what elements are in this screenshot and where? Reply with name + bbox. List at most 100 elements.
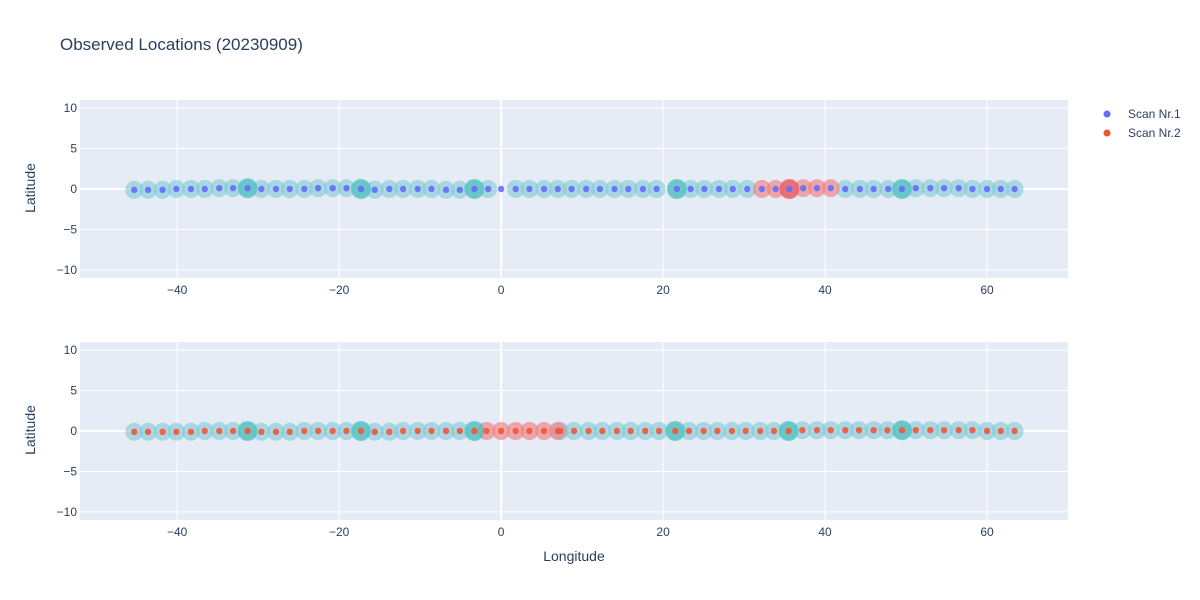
data-point[interactable]	[497, 427, 505, 435]
data-point[interactable]	[229, 427, 237, 435]
data-point[interactable]	[744, 185, 751, 193]
data-point[interactable]	[272, 428, 280, 436]
data-point[interactable]	[842, 426, 849, 434]
data-point[interactable]	[484, 185, 492, 193]
data-point[interactable]	[442, 186, 450, 194]
data-point[interactable]	[855, 426, 863, 434]
data-point[interactable]	[997, 427, 1004, 435]
data-point[interactable]	[329, 184, 336, 192]
data-point[interactable]	[715, 185, 723, 193]
data-point[interactable]	[414, 427, 421, 435]
data-point[interactable]	[173, 185, 180, 193]
data-point[interactable]	[570, 427, 578, 435]
data-point[interactable]	[870, 185, 877, 193]
data-point[interactable]	[582, 185, 590, 193]
data-point[interactable]	[940, 426, 948, 434]
data-point[interactable]	[399, 427, 407, 435]
data-point[interactable]	[329, 427, 336, 435]
data-point[interactable]	[471, 427, 478, 435]
data-point[interactable]	[799, 426, 806, 434]
data-point[interactable]	[685, 427, 693, 435]
data-point[interactable]	[301, 185, 308, 193]
data-point[interactable]	[187, 185, 195, 193]
data-point[interactable]	[611, 185, 618, 193]
data-point[interactable]	[314, 427, 322, 435]
data-point[interactable]	[301, 427, 308, 435]
data-point[interactable]	[244, 184, 251, 192]
data-point[interactable]	[813, 184, 821, 192]
data-point[interactable]	[471, 185, 478, 193]
data-point[interactable]	[442, 427, 450, 435]
data-point[interactable]	[701, 185, 708, 193]
data-point[interactable]	[742, 427, 749, 435]
data-point[interactable]	[613, 427, 621, 435]
data-point[interactable]	[714, 427, 721, 435]
data-point[interactable]	[969, 185, 976, 193]
data-point[interactable]	[672, 427, 679, 435]
data-point[interactable]	[244, 427, 251, 435]
data-point[interactable]	[144, 428, 152, 436]
data-point[interactable]	[884, 426, 891, 434]
data-point[interactable]	[898, 426, 906, 434]
data-point[interactable]	[131, 186, 138, 194]
data-point[interactable]	[687, 185, 694, 193]
data-point[interactable]	[625, 185, 632, 193]
data-point[interactable]	[1011, 185, 1018, 193]
data-point[interactable]	[728, 427, 736, 435]
data-point[interactable]	[568, 185, 575, 193]
data-point[interactable]	[216, 184, 223, 192]
data-point[interactable]	[655, 427, 663, 435]
data-point[interactable]	[286, 428, 293, 436]
data-point[interactable]	[159, 186, 166, 194]
data-point[interactable]	[371, 186, 378, 194]
data-point[interactable]	[497, 185, 505, 193]
data-point[interactable]	[870, 426, 877, 434]
data-point[interactable]	[673, 185, 681, 193]
data-point[interactable]	[983, 427, 991, 435]
data-point[interactable]	[955, 184, 962, 192]
data-point[interactable]	[131, 428, 138, 436]
data-point[interactable]	[201, 185, 208, 193]
data-point[interactable]	[955, 426, 962, 434]
data-point[interactable]	[940, 184, 948, 192]
data-point[interactable]	[758, 185, 766, 193]
data-point[interactable]	[144, 186, 152, 194]
data-point[interactable]	[827, 184, 834, 192]
data-point[interactable]	[201, 427, 208, 435]
legend-item-scan1[interactable]: Scan Nr.1	[1103, 107, 1182, 121]
data-point[interactable]	[414, 185, 421, 193]
data-point[interactable]	[700, 427, 707, 435]
data-point[interactable]	[786, 185, 793, 193]
data-point[interactable]	[371, 428, 378, 436]
data-point[interactable]	[596, 185, 604, 193]
data-point[interactable]	[927, 426, 934, 434]
data-point[interactable]	[827, 426, 834, 434]
data-point[interactable]	[386, 428, 393, 436]
data-point[interactable]	[653, 185, 660, 193]
data-point[interactable]	[885, 185, 892, 193]
data-point[interactable]	[159, 428, 166, 436]
data-point[interactable]	[585, 427, 592, 435]
data-point[interactable]	[399, 185, 407, 193]
data-point[interactable]	[842, 185, 849, 193]
data-point[interactable]	[216, 427, 223, 435]
data-point[interactable]	[386, 185, 393, 193]
data-point[interactable]	[772, 185, 779, 193]
data-point[interactable]	[343, 427, 350, 435]
data-point[interactable]	[456, 427, 464, 435]
data-point[interactable]	[639, 185, 647, 193]
data-point[interactable]	[997, 185, 1004, 193]
data-point[interactable]	[272, 185, 280, 193]
data-point[interactable]	[512, 185, 519, 193]
data-point[interactable]	[187, 428, 195, 436]
data-point[interactable]	[554, 185, 562, 193]
data-point[interactable]	[912, 426, 919, 434]
data-point[interactable]	[898, 185, 906, 193]
data-point[interactable]	[757, 427, 764, 435]
data-point[interactable]	[286, 185, 293, 193]
data-point[interactable]	[927, 184, 934, 192]
data-point[interactable]	[599, 427, 606, 435]
data-point[interactable]	[229, 184, 237, 192]
data-point[interactable]	[357, 427, 365, 435]
data-point[interactable]	[983, 185, 991, 193]
